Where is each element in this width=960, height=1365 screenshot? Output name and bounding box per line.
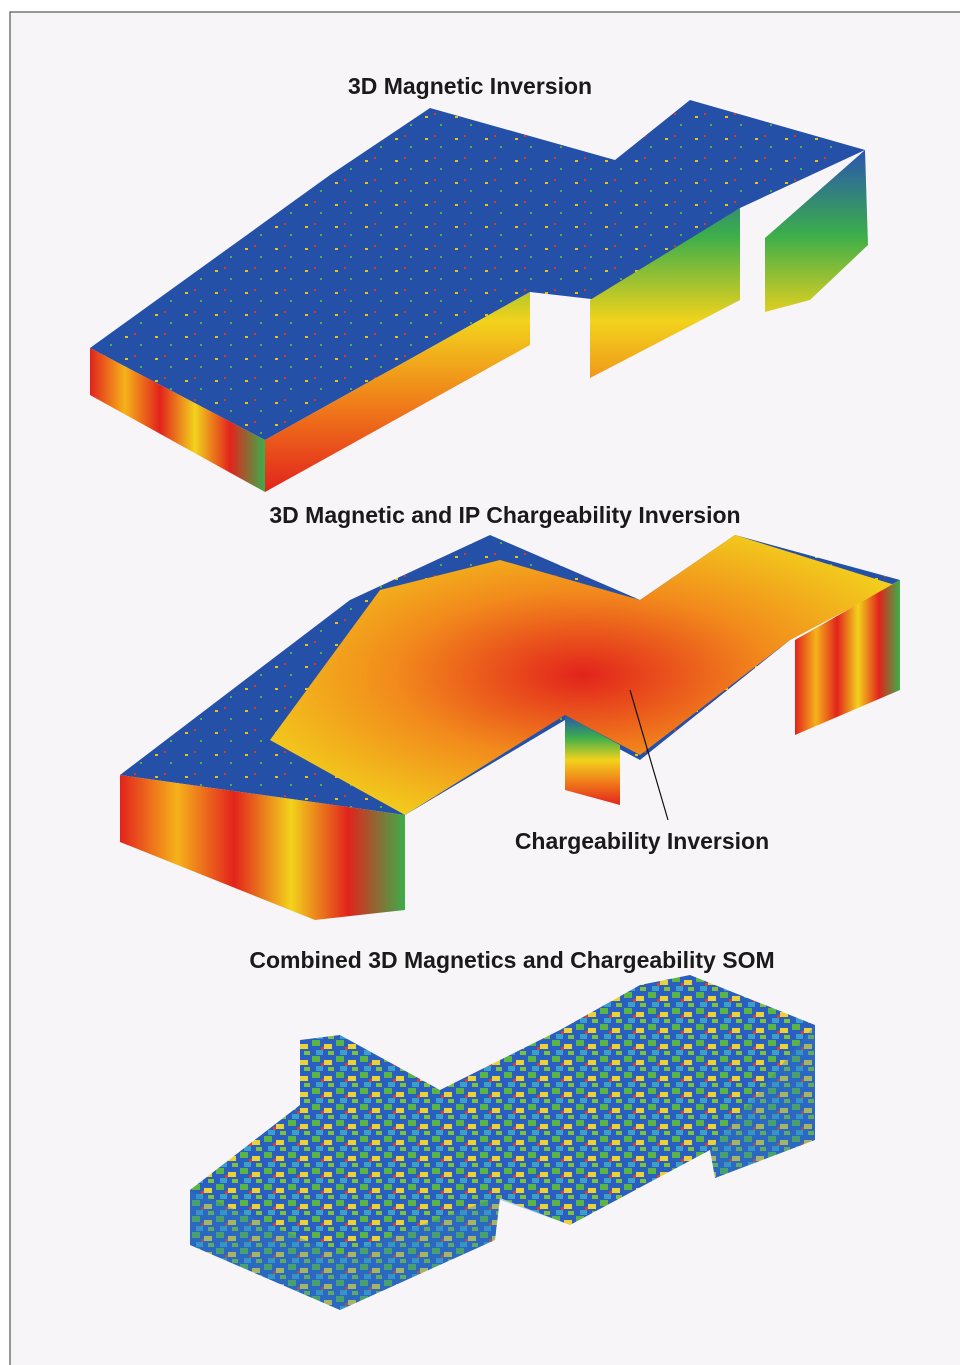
annotation: Chargeability Inversion: [515, 828, 769, 854]
panel-title: 3D Magnetic Inversion: [348, 73, 592, 99]
panel-title: 3D Magnetic and IP Chargeability Inversi…: [269, 502, 740, 528]
panel-title: Combined 3D Magnetics and Chargeability …: [249, 947, 774, 973]
figure: 3D Magnetic Inversion 3D Magnetic and IP…: [0, 0, 960, 1365]
